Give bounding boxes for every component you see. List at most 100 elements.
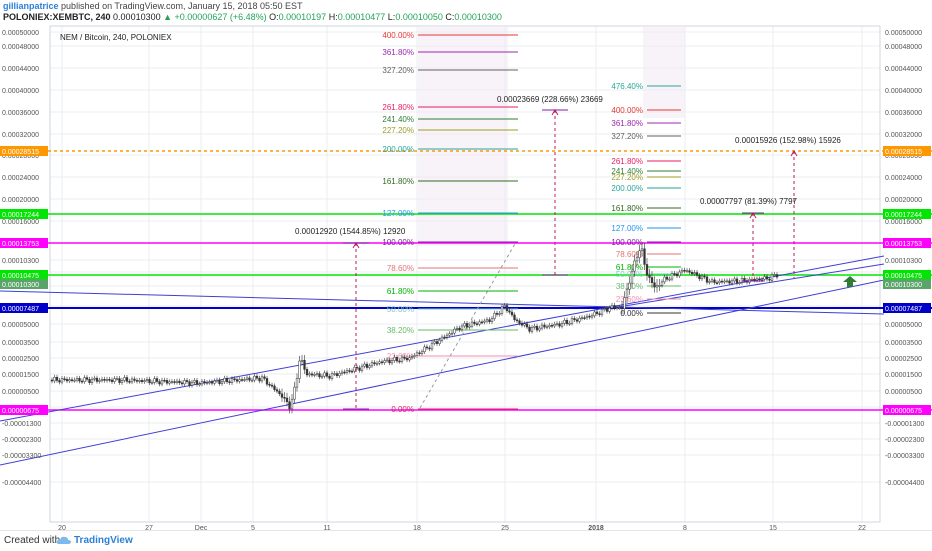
candle-body <box>540 324 544 329</box>
candle-body <box>575 319 579 322</box>
open-value: 0.00010197 <box>278 12 327 22</box>
y-tick-label-right: -0.00001300 <box>885 421 924 428</box>
candle-body <box>223 377 226 383</box>
chart-title: NEM / Bitcoin, 240, POLONIEX <box>60 33 172 42</box>
candle-body <box>478 321 481 325</box>
candle-body <box>245 377 249 380</box>
measure-arrow <box>551 109 559 116</box>
candle-body <box>693 272 696 275</box>
candle-body <box>340 371 344 374</box>
measure-annotations[interactable]: 0.00012920 (1544.85%) 12920 0.00023669 (2… <box>295 95 857 410</box>
candle-body <box>405 357 409 361</box>
candle-body <box>198 383 201 386</box>
candle-body <box>265 378 269 385</box>
candle-body <box>768 278 771 281</box>
candle-body <box>718 280 721 283</box>
candle-body <box>303 359 306 370</box>
author-link[interactable]: gillianpatrice <box>3 1 59 11</box>
candle-body <box>363 363 366 367</box>
price-badge <box>0 279 48 289</box>
y-tick-label-right: 0.00028000 <box>885 153 922 160</box>
measure-arrow <box>749 212 757 219</box>
candle-body <box>153 378 156 383</box>
candle-body <box>528 326 531 332</box>
candle-body <box>285 397 289 403</box>
candle-body <box>63 378 66 380</box>
candle-body <box>605 308 609 312</box>
candle-body <box>615 307 619 309</box>
candle-body <box>493 312 496 319</box>
y-tick-label-left: 0.00048000 <box>2 44 39 51</box>
candle-body <box>518 320 521 324</box>
candle-body <box>485 319 489 322</box>
candle-body <box>165 380 169 384</box>
candle-body <box>278 390 281 395</box>
candle-body <box>705 276 709 283</box>
candle-body <box>438 339 441 344</box>
candle-body <box>625 288 629 298</box>
candle-body <box>400 356 404 362</box>
fib-level-label: 227.20% <box>382 126 414 135</box>
candle-body <box>348 370 351 372</box>
ohlc-line: POLONIEX:XEMBTC, 240 0.00010300 ▲ +0.000… <box>3 12 502 22</box>
candle-body <box>193 380 196 383</box>
candle-body <box>390 360 394 364</box>
candle-body <box>218 379 221 384</box>
candle-body <box>298 360 301 379</box>
candle-body <box>638 250 641 258</box>
price-badge-label: 0.00010475 <box>885 273 922 280</box>
candle-body <box>598 313 601 315</box>
candle-body <box>270 384 274 387</box>
price-badge <box>883 303 931 313</box>
candle-body <box>545 326 549 329</box>
y-tick-label-left: 0.00028000 <box>2 153 39 160</box>
candle-body <box>588 315 591 318</box>
candle-body <box>203 381 206 384</box>
candle-body <box>115 378 119 380</box>
candle-body <box>773 274 776 276</box>
trendline-flat <box>0 290 885 315</box>
y-tick-label-left: -0.00002300 <box>2 437 41 444</box>
candle-body <box>240 379 244 381</box>
candle-body <box>378 361 381 364</box>
tradingview-logo-text[interactable]: TradingView <box>74 535 133 546</box>
trendline-short <box>617 263 885 308</box>
y-tick-label-right: 0.00040000 <box>885 88 922 95</box>
candle-body <box>533 325 536 328</box>
candle-body <box>488 319 491 322</box>
y-tick-label-left: -0.00003300 <box>2 453 41 460</box>
price-badge <box>883 146 931 156</box>
fib-level-label: 127.00% <box>382 209 414 218</box>
price-badge <box>883 279 931 289</box>
x-tick-label: 18 <box>413 525 421 530</box>
candle-body <box>708 281 711 283</box>
x-tick-label: 8 <box>683 525 687 530</box>
candle-body <box>725 280 729 283</box>
candle-body <box>690 272 694 275</box>
candle-body <box>455 327 459 330</box>
candle-body <box>163 379 166 382</box>
price-badge <box>0 238 48 248</box>
symbol-label: POLONIEX:XEMBTC, 240 <box>3 12 111 22</box>
price-change: ▲ +0.00000627 (+6.48%) <box>163 12 267 22</box>
tradingview-cloud-icon <box>56 536 71 544</box>
candle-body <box>243 379 246 381</box>
price-chart[interactable]: 400.00%361.80%327.20%261.80%241.40%227.2… <box>0 24 932 530</box>
fib-level-label: 361.80% <box>382 48 414 57</box>
y-tick-label-left: 0.00005000 <box>2 322 39 329</box>
axes: 0.00050000 0.00050000 0.00048000 0.00048000… <box>0 30 931 530</box>
candle-body <box>263 376 266 379</box>
x-tick-label: 5 <box>251 525 255 530</box>
candle-body <box>53 376 56 382</box>
candle-body <box>483 320 486 323</box>
candle-body <box>580 317 584 319</box>
candle-body <box>770 274 774 281</box>
candle-body <box>308 373 311 376</box>
candle-body <box>373 362 376 365</box>
candle-body <box>108 379 111 381</box>
price-badge <box>0 146 48 156</box>
candle-body <box>383 360 386 363</box>
candle-body <box>268 384 271 386</box>
candle-body <box>145 379 149 381</box>
candle-body <box>280 393 284 398</box>
